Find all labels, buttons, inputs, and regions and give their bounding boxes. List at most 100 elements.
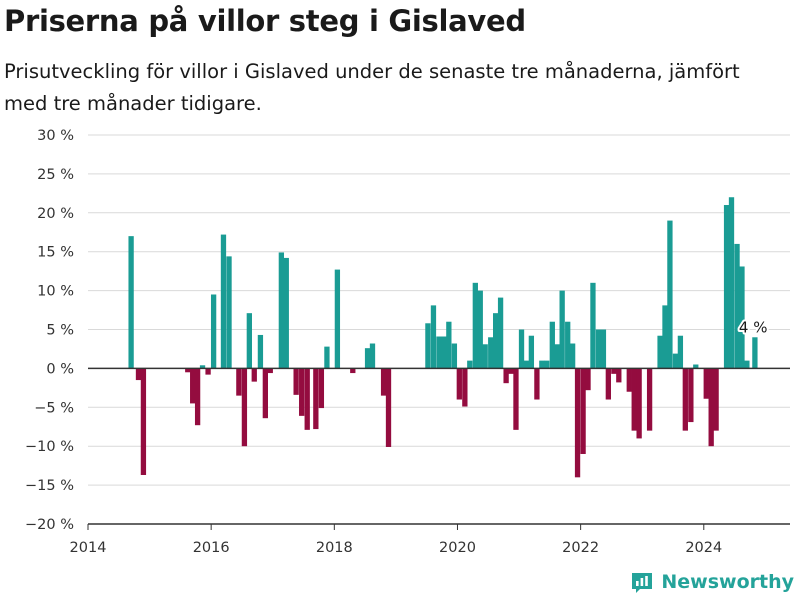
y-tick-label: −5 % [34,400,74,416]
bar [523,360,530,369]
bar [135,368,142,381]
chart-subtitle: Prisutveckling för villor i Gislaved und… [4,60,740,115]
y-tick-label: 30 % [37,128,74,144]
bar [313,368,319,430]
bars [128,197,758,478]
bar [205,368,211,375]
x-tick-label: 2018 [316,540,353,556]
y-tick-label: −10 % [25,439,74,455]
bar [283,257,289,369]
y-axis-ticks: −20 % −15 % −10 % −5 % 0 % 5 % 10 % 15 % 20 % 25 … [25,128,74,533]
bar [430,305,437,369]
bar [493,313,499,369]
bar [734,243,740,369]
bar [646,368,653,431]
bar [636,368,642,439]
bar [590,282,596,369]
bar [472,282,478,369]
bar [565,321,571,369]
y-tick-label: 10 % [37,284,74,300]
annotation-label: 4 % [739,318,768,336]
y-tick-label: 5 % [46,323,74,339]
chart-title: Priserna på villor steg i Gislaved [4,4,526,38]
bar [299,368,305,416]
y-tick-label: 25 % [37,167,74,183]
bar [369,343,376,369]
bar [559,290,565,369]
bar [662,305,668,369]
bar [657,335,663,369]
bar [611,368,617,374]
x-tick-label: 2014 [70,540,107,556]
bar [462,368,468,407]
bar [385,368,392,447]
bar [185,368,191,373]
y-tick-label: 0 % [46,361,74,377]
bar [503,368,509,384]
axes [88,367,790,525]
bar [324,346,330,369]
bar [226,256,232,369]
bar [703,368,709,399]
bar [585,368,591,391]
x-tick-label: 2024 [685,540,722,556]
bar [574,368,581,478]
bar [293,368,299,395]
y-tick-label: −15 % [25,478,74,494]
bar [451,343,458,369]
bar [456,368,462,400]
bar [631,368,637,431]
bar [236,368,242,396]
bar [140,368,147,475]
bar [467,360,473,369]
bar [739,266,745,369]
bar [220,234,227,369]
x-axis-ticks: 2014 2016 2018 2020 2022 2024 [70,524,722,556]
bar [626,368,632,392]
newsworthy-logo-icon [632,573,653,593]
bar [508,368,514,374]
bar [497,297,504,369]
bar [482,344,488,369]
bar [257,334,264,369]
bar [334,269,341,369]
bar [539,360,545,369]
y-tick-label: 20 % [37,206,74,222]
bar [723,205,730,369]
bar [518,329,525,369]
bar [682,368,688,431]
bar [513,368,519,430]
x-tick-label: 2016 [193,540,230,556]
bar [436,336,442,369]
bar [693,364,699,369]
bar [528,335,535,369]
bar [677,335,684,369]
brand-name: Newsworthy [661,571,794,593]
bar [278,252,285,369]
bar [708,368,714,447]
bar [241,368,248,447]
bar [350,368,356,374]
bar [304,368,310,430]
bar [477,290,483,369]
bar [752,337,758,369]
bar [544,360,550,369]
bar [210,294,217,369]
bar [595,329,602,369]
bar [194,368,201,426]
bar [580,368,586,454]
x-tick-label: 2020 [439,540,476,556]
bar [380,368,387,396]
bar [246,313,252,369]
bar [728,197,735,369]
bar [605,368,611,400]
bar [549,321,555,369]
bar [251,368,257,382]
bar [262,368,268,419]
annotations: 4 % [737,316,770,338]
bar [199,365,206,369]
x-tick-label: 2022 [562,540,599,556]
gridlines [88,134,790,525]
y-tick-label: −20 % [25,517,74,533]
